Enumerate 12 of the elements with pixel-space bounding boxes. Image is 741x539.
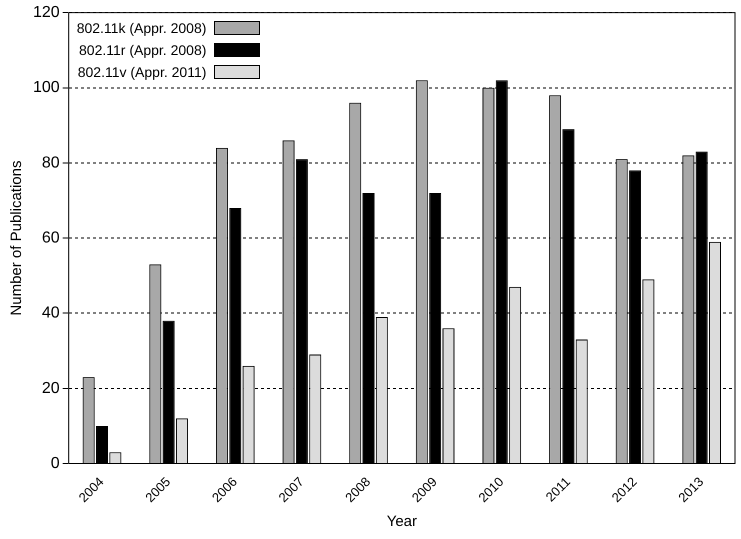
legend-label: 802.11k (Appr. 2008) [76, 20, 206, 36]
x-axis-title: Year [386, 513, 418, 530]
y-axis-title: Number of Publications [8, 160, 26, 316]
y-tick-label: 100 [32, 79, 60, 96]
legend-label: 802.11r (Appr. 2008) [79, 42, 206, 58]
y-tick-label: 20 [42, 380, 60, 397]
y-tick-label: 0 [50, 454, 60, 472]
y-tick-label: 80 [42, 154, 60, 172]
y-tick-label: 120 [32, 4, 60, 22]
y-tick-label: 40 [42, 304, 60, 322]
legend-label: 802.11v (Appr. 2011) [78, 64, 206, 80]
y-tick-label: 60 [42, 229, 60, 246]
